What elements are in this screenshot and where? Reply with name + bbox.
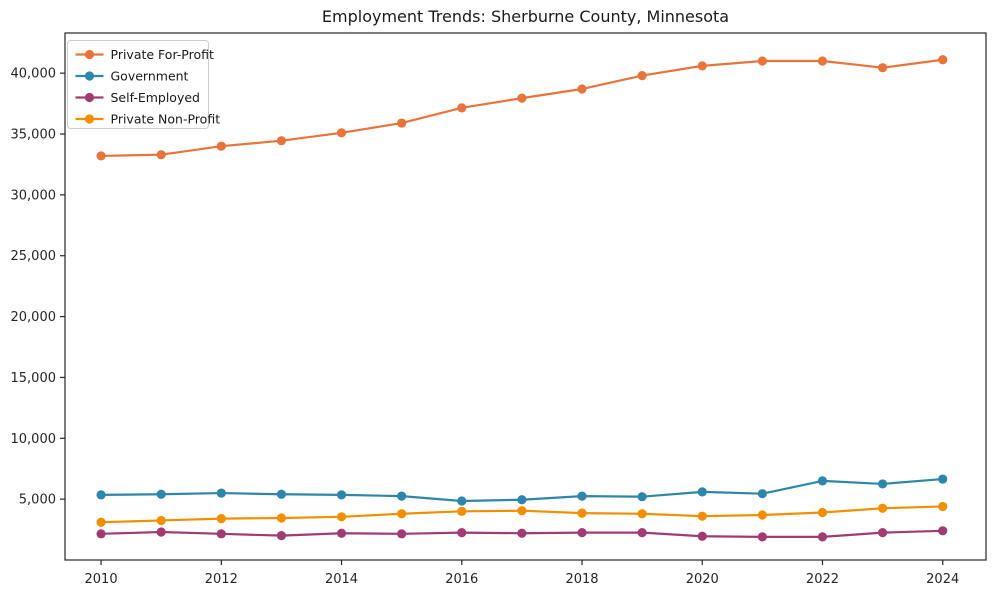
series-marker-government — [637, 492, 647, 502]
series-marker-self-employed — [637, 528, 647, 538]
legend-marker-private-for-profit — [84, 49, 95, 60]
series-marker-private-non-profit — [336, 512, 347, 522]
series-marker-self-employed — [216, 529, 226, 539]
series-marker-private-for-profit — [757, 56, 767, 66]
series-marker-private-for-profit — [336, 128, 347, 138]
chart-title: Employment Trends: Sherburne County, Min… — [321, 7, 730, 26]
series-marker-private-for-profit — [697, 61, 707, 71]
series-marker-self-employed — [938, 526, 948, 536]
series-marker-self-employed — [336, 528, 347, 538]
series-marker-private-for-profit — [276, 136, 287, 146]
x-tick-label: 2012 — [205, 572, 238, 587]
series-marker-private-non-profit — [96, 517, 106, 527]
y-tick-label: 15,000 — [11, 371, 57, 386]
series-marker-government — [457, 496, 467, 506]
series-marker-self-employed — [517, 528, 527, 538]
legend-marker-private-non-profit — [84, 114, 95, 124]
series-marker-self-employed — [697, 531, 707, 541]
series-marker-private-non-profit — [938, 501, 948, 512]
series-marker-private-for-profit — [156, 150, 166, 160]
series-marker-government — [397, 491, 407, 501]
series-marker-government — [938, 474, 948, 484]
y-tick-label: 30,000 — [11, 188, 57, 203]
series-marker-self-employed — [276, 531, 287, 541]
y-tick-label: 40,000 — [11, 67, 57, 82]
series-marker-government — [336, 490, 347, 500]
series-marker-private-for-profit — [877, 63, 888, 73]
axes-frame — [64, 32, 987, 561]
series-marker-government — [877, 479, 888, 489]
series-marker-private-non-profit — [757, 510, 767, 520]
series-marker-self-employed — [877, 528, 888, 538]
series-marker-self-employed — [577, 528, 587, 538]
series-marker-private-non-profit — [817, 507, 828, 518]
series-marker-private-for-profit — [517, 93, 527, 103]
series-marker-government — [96, 490, 106, 500]
legend-label-government: Government — [111, 69, 189, 84]
x-tick-label: 2020 — [686, 572, 719, 587]
series-marker-self-employed — [457, 528, 467, 538]
series-marker-self-employed — [156, 527, 166, 537]
series-marker-government — [817, 476, 828, 486]
series-marker-private-non-profit — [877, 503, 888, 513]
series-marker-government — [156, 489, 166, 499]
series-marker-private-non-profit — [637, 509, 647, 519]
legend-marker-self-employed — [84, 92, 95, 103]
series-marker-government — [276, 489, 287, 499]
legend-marker-government — [84, 71, 95, 81]
series-marker-government — [517, 495, 527, 505]
series-marker-private-non-profit — [276, 513, 287, 523]
series-marker-private-non-profit — [216, 514, 226, 524]
series-marker-government — [216, 488, 226, 498]
x-tick-label: 2024 — [926, 572, 959, 587]
series-marker-private-for-profit — [397, 118, 407, 128]
series-marker-private-for-profit — [216, 141, 226, 151]
x-tick-label: 2014 — [325, 572, 358, 587]
series-marker-private-non-profit — [697, 511, 707, 521]
series-marker-private-for-profit — [577, 84, 587, 94]
y-tick-label: 5,000 — [19, 493, 56, 508]
series-marker-self-employed — [96, 529, 106, 539]
y-tick-label: 35,000 — [11, 128, 57, 143]
legend-label-private-for-profit: Private For-Profit — [111, 47, 214, 62]
series-marker-private-non-profit — [517, 506, 527, 516]
legend-box — [67, 40, 209, 129]
series-marker-government — [577, 491, 587, 501]
series-marker-private-for-profit — [96, 151, 106, 161]
legend-label-self-employed: Self-Employed — [111, 90, 200, 105]
series-marker-private-non-profit — [457, 506, 467, 516]
series-marker-self-employed — [397, 529, 407, 539]
series-marker-private-non-profit — [156, 515, 166, 526]
y-tick-label: 10,000 — [11, 432, 57, 447]
series-marker-private-for-profit — [817, 56, 828, 66]
series-marker-private-for-profit — [637, 70, 647, 81]
series-marker-private-non-profit — [397, 509, 407, 519]
series-marker-government — [697, 487, 707, 497]
y-tick-label: 25,000 — [11, 249, 57, 264]
series-marker-private-for-profit — [938, 55, 948, 65]
series-marker-private-for-profit — [457, 103, 467, 113]
x-tick-label: 2022 — [806, 572, 839, 587]
series-marker-government — [757, 489, 767, 499]
y-tick-label: 20,000 — [11, 310, 57, 325]
series-marker-self-employed — [817, 532, 828, 542]
x-tick-label: 2010 — [85, 572, 118, 587]
legend-label-private-non-profit: Private Non-Profit — [111, 112, 221, 127]
x-tick-label: 2016 — [445, 572, 478, 587]
series-marker-private-non-profit — [577, 508, 587, 518]
series-marker-self-employed — [757, 532, 767, 542]
x-tick-label: 2018 — [565, 572, 598, 587]
